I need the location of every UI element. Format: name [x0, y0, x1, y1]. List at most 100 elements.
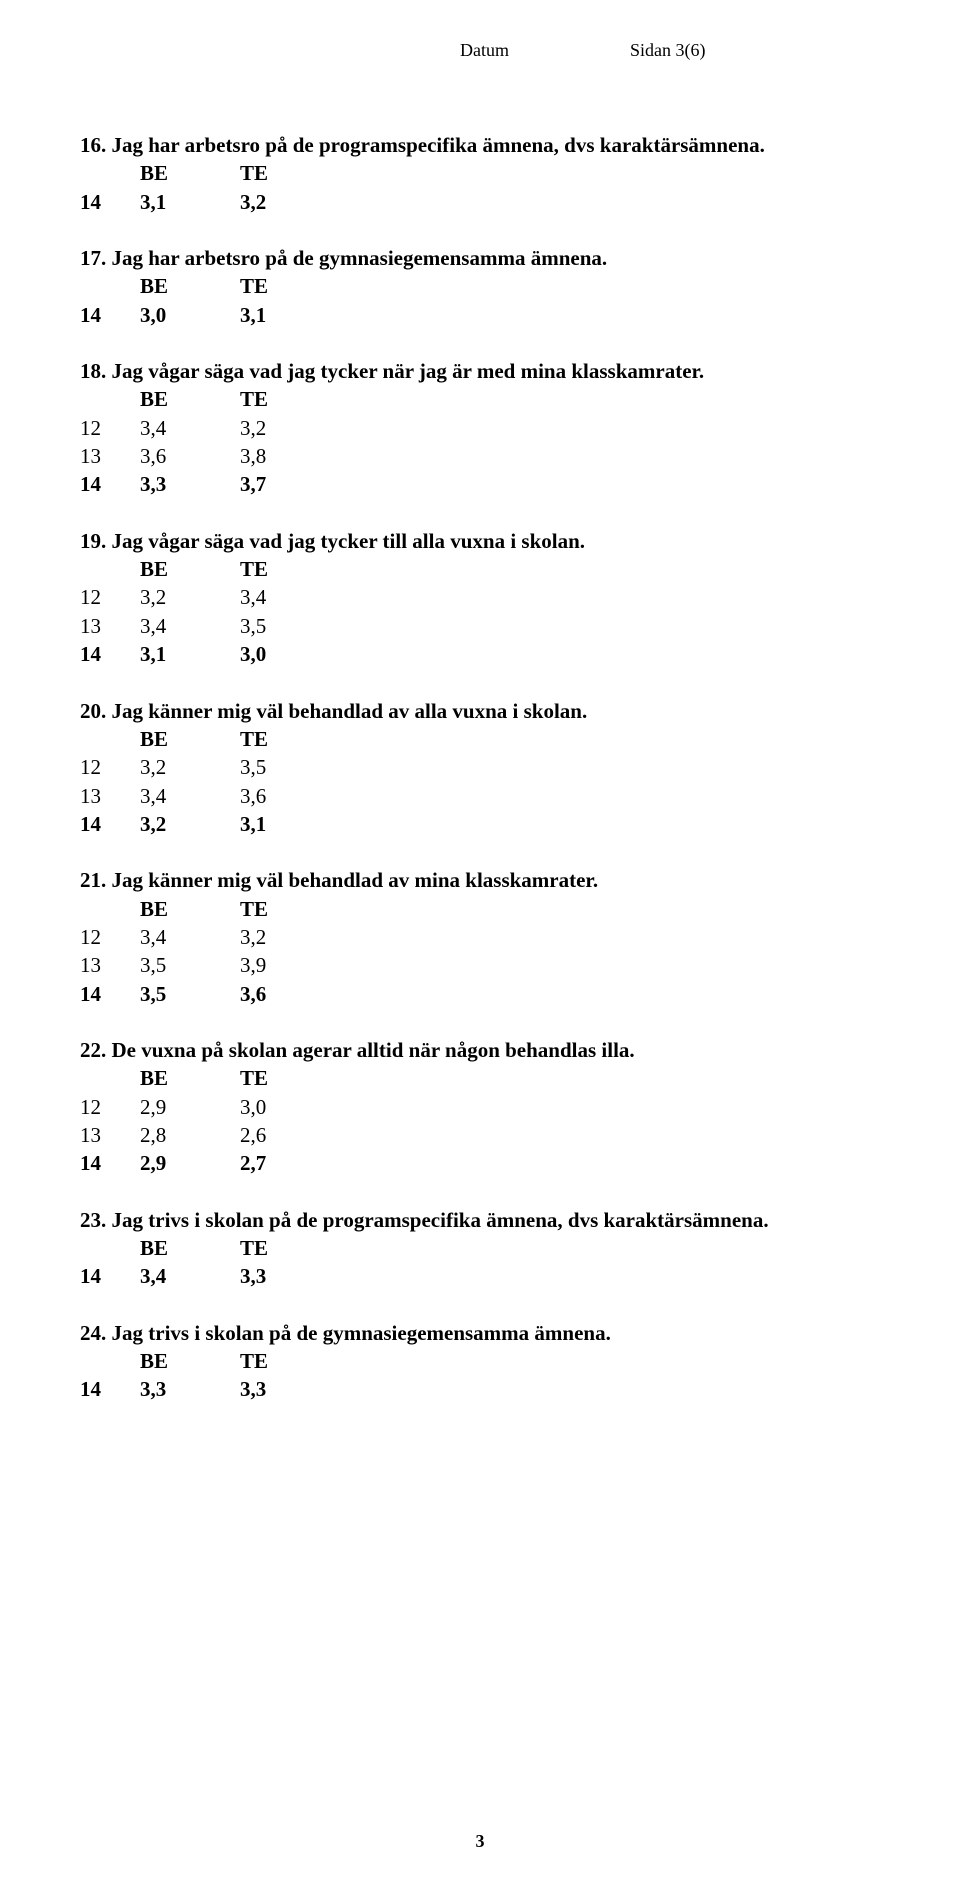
column-header-row: BETE	[80, 272, 880, 300]
cell-year: 14	[80, 188, 140, 216]
cell-be: 3,4	[140, 1262, 240, 1290]
column-header-row: BETE	[80, 1347, 880, 1375]
data-row: 123,43,2	[80, 414, 880, 442]
column-header-te: TE	[240, 272, 340, 300]
cell-year: 14	[80, 1375, 140, 1403]
cell-year: 14	[80, 470, 140, 498]
column-header-be: BE	[140, 895, 240, 923]
cell-be: 2,9	[140, 1093, 240, 1121]
question-title: 22. De vuxna på skolan agerar alltid när…	[80, 1036, 880, 1064]
cell-year: 13	[80, 951, 140, 979]
data-row: 143,13,0	[80, 640, 880, 668]
cell-year: 14	[80, 1149, 140, 1177]
cell-be: 3,2	[140, 753, 240, 781]
data-row: 122,93,0	[80, 1093, 880, 1121]
cell-te: 3,1	[240, 810, 340, 838]
cell-year: 14	[80, 640, 140, 668]
data-row: 142,92,7	[80, 1149, 880, 1177]
column-header-spacer	[80, 159, 140, 187]
column-header-be: BE	[140, 159, 240, 187]
column-header-te: TE	[240, 555, 340, 583]
column-header-spacer	[80, 385, 140, 413]
cell-be: 3,3	[140, 470, 240, 498]
column-header-spacer	[80, 725, 140, 753]
cell-year: 14	[80, 810, 140, 838]
column-header-be: BE	[140, 725, 240, 753]
cell-year: 12	[80, 923, 140, 951]
data-row: 133,43,5	[80, 612, 880, 640]
cell-te: 3,2	[240, 414, 340, 442]
column-header-row: BETE	[80, 159, 880, 187]
column-header-row: BETE	[80, 725, 880, 753]
cell-year: 13	[80, 782, 140, 810]
question-block: 17. Jag har arbetsro på de gymnasiegemen…	[80, 244, 880, 329]
data-row: 143,23,1	[80, 810, 880, 838]
question-block: 16. Jag har arbetsro på de programspecif…	[80, 131, 880, 216]
column-header-row: BETE	[80, 385, 880, 413]
column-header-row: BETE	[80, 1234, 880, 1262]
question-title: 19. Jag vågar säga vad jag tycker till a…	[80, 527, 880, 555]
data-row: 143,53,6	[80, 980, 880, 1008]
data-row: 143,33,7	[80, 470, 880, 498]
cell-year: 14	[80, 1262, 140, 1290]
column-header-te: TE	[240, 725, 340, 753]
question-block: 19. Jag vågar säga vad jag tycker till a…	[80, 527, 880, 669]
column-header-te: TE	[240, 159, 340, 187]
cell-year: 13	[80, 442, 140, 470]
column-header-te: TE	[240, 1064, 340, 1092]
cell-te: 3,8	[240, 442, 340, 470]
cell-be: 3,3	[140, 1375, 240, 1403]
cell-te: 2,7	[240, 1149, 340, 1177]
cell-be: 3,4	[140, 782, 240, 810]
cell-te: 3,6	[240, 980, 340, 1008]
data-row: 143,03,1	[80, 301, 880, 329]
cell-be: 2,9	[140, 1149, 240, 1177]
page-header: Datum Sidan 3(6)	[80, 40, 880, 61]
question-title: 20. Jag känner mig väl behandlad av alla…	[80, 697, 880, 725]
column-header-spacer	[80, 1234, 140, 1262]
cell-te: 3,6	[240, 782, 340, 810]
cell-te: 3,0	[240, 1093, 340, 1121]
data-row: 143,33,3	[80, 1375, 880, 1403]
column-header-row: BETE	[80, 895, 880, 923]
column-header-be: BE	[140, 272, 240, 300]
question-block: 24. Jag trivs i skolan på de gymnasiegem…	[80, 1319, 880, 1404]
header-datum-label: Datum	[460, 40, 630, 61]
column-header-te: TE	[240, 385, 340, 413]
cell-te: 3,7	[240, 470, 340, 498]
question-title: 24. Jag trivs i skolan på de gymnasiegem…	[80, 1319, 880, 1347]
cell-be: 3,0	[140, 301, 240, 329]
cell-te: 3,1	[240, 301, 340, 329]
data-row: 133,63,8	[80, 442, 880, 470]
column-header-be: BE	[140, 385, 240, 413]
cell-be: 3,1	[140, 640, 240, 668]
question-block: 20. Jag känner mig väl behandlad av alla…	[80, 697, 880, 839]
cell-be: 3,1	[140, 188, 240, 216]
cell-te: 3,3	[240, 1262, 340, 1290]
cell-be: 3,4	[140, 612, 240, 640]
column-header-spacer	[80, 1347, 140, 1375]
cell-te: 2,6	[240, 1121, 340, 1149]
data-row: 143,13,2	[80, 188, 880, 216]
column-header-be: BE	[140, 1347, 240, 1375]
question-title: 17. Jag har arbetsro på de gymnasiegemen…	[80, 244, 880, 272]
cell-year: 13	[80, 612, 140, 640]
cell-be: 3,2	[140, 810, 240, 838]
cell-be: 3,4	[140, 923, 240, 951]
data-row: 143,43,3	[80, 1262, 880, 1290]
column-header-te: TE	[240, 895, 340, 923]
column-header-spacer	[80, 895, 140, 923]
question-title: 21. Jag känner mig väl behandlad av mina…	[80, 866, 880, 894]
question-block: 18. Jag vågar säga vad jag tycker när ja…	[80, 357, 880, 499]
question-block: 23. Jag trivs i skolan på de programspec…	[80, 1206, 880, 1291]
column-header-row: BETE	[80, 555, 880, 583]
header-sidan-label: Sidan 3(6)	[630, 40, 780, 61]
cell-be: 2,8	[140, 1121, 240, 1149]
question-block: 21. Jag känner mig väl behandlad av mina…	[80, 866, 880, 1008]
cell-te: 3,5	[240, 612, 340, 640]
data-row: 132,82,6	[80, 1121, 880, 1149]
column-header-be: BE	[140, 555, 240, 583]
data-row: 133,53,9	[80, 951, 880, 979]
cell-be: 3,5	[140, 951, 240, 979]
data-row: 123,23,4	[80, 583, 880, 611]
